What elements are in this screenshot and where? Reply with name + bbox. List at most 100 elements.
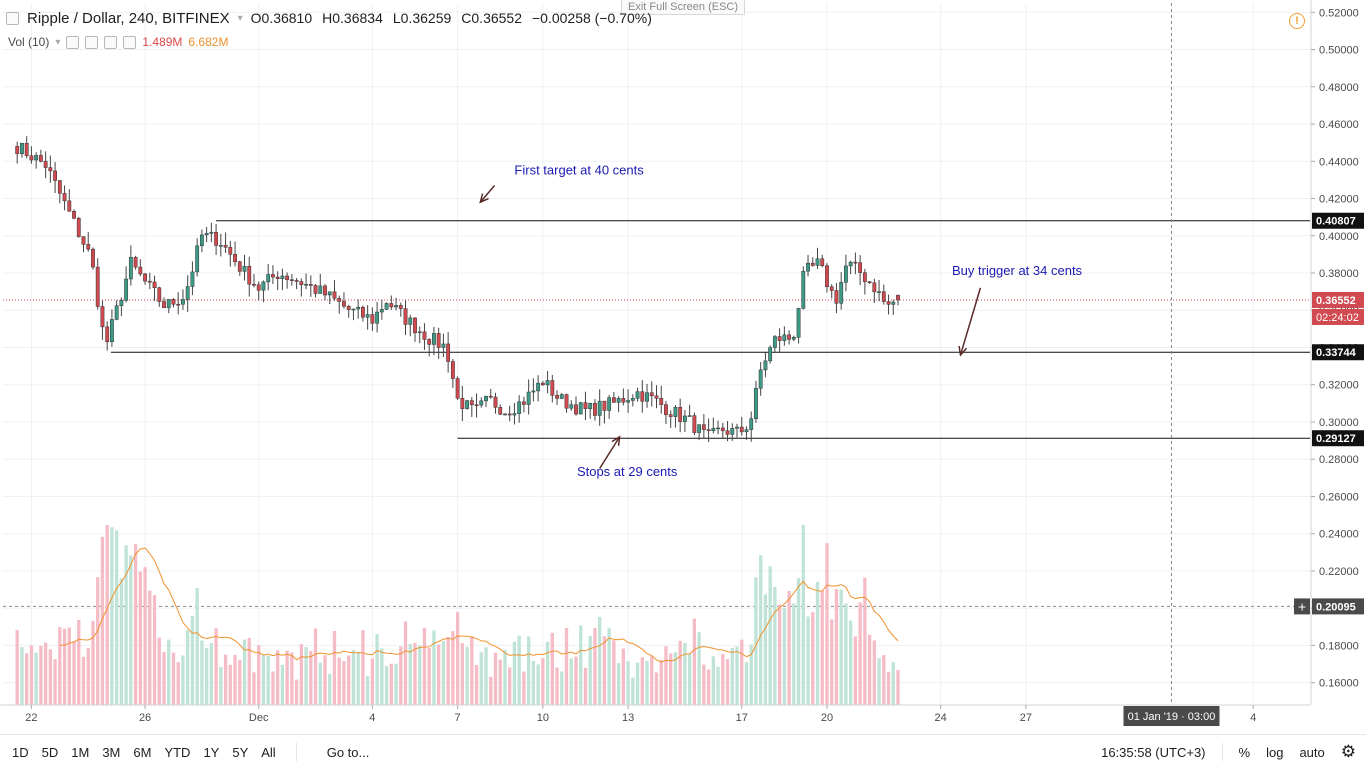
- volume-bar: [815, 581, 820, 705]
- candle-body: [550, 380, 555, 396]
- timeframe-ytd[interactable]: YTD: [164, 744, 191, 760]
- volume-bar: [550, 632, 554, 705]
- candle-body: [81, 236, 86, 245]
- volume-bar: [91, 620, 95, 705]
- timeframe-3m[interactable]: 3M: [102, 744, 121, 760]
- candle-body: [616, 398, 621, 403]
- candle-body: [327, 291, 332, 296]
- volume-bar: [389, 663, 393, 705]
- timeframe-5y[interactable]: 5Y: [232, 744, 249, 760]
- exit-fullscreen-button[interactable]: Exit Full Screen (ESC): [621, 0, 746, 15]
- candle-body: [763, 360, 768, 371]
- annotation-text: Buy trigger at 34 cents: [952, 263, 1083, 278]
- volume-bar: [508, 667, 512, 705]
- candle-body: [138, 266, 143, 275]
- close-icon[interactable]: [123, 35, 137, 49]
- volume-bar: [223, 654, 228, 705]
- timeframe-1m[interactable]: 1M: [71, 744, 90, 760]
- x-tick-label: 17: [736, 712, 748, 724]
- volume-bar: [834, 589, 839, 705]
- candle-body: [356, 306, 361, 310]
- candle-body: [782, 334, 787, 341]
- goto-button[interactable]: Go to...: [326, 744, 370, 760]
- close-value: 0.36552: [471, 10, 522, 26]
- candle-body: [602, 400, 607, 411]
- volume-bar: [526, 636, 531, 705]
- symbol-title[interactable]: Ripple / Dollar, 240, BITFINEX: [27, 9, 230, 27]
- candle-body: [266, 274, 271, 283]
- volume-label[interactable]: Vol (10): [8, 35, 50, 49]
- candle-body: [877, 291, 881, 293]
- volume-bar: [749, 644, 753, 705]
- chart-grid: [3, 3, 1310, 705]
- clock[interactable]: 16:35:58 (UTC+3): [1101, 744, 1206, 760]
- candle-body: [607, 397, 612, 411]
- candle-body: [659, 398, 664, 405]
- candle-body: [275, 276, 280, 279]
- volume-bar: [294, 679, 299, 705]
- candle-body: [342, 301, 346, 307]
- volume-bar: [564, 627, 569, 705]
- volume-bar: [669, 653, 673, 705]
- candle-body: [555, 395, 559, 399]
- candle-body: [687, 415, 692, 417]
- candle-body: [441, 343, 446, 348]
- gear-icon[interactable]: ⚙: [1340, 742, 1356, 761]
- volume-bar: [517, 635, 521, 705]
- x-tick-label: 4: [369, 712, 375, 724]
- candle-body: [48, 167, 53, 172]
- candle-body: [76, 218, 81, 237]
- candle-body: [668, 414, 673, 417]
- percent-toggle[interactable]: %: [1238, 744, 1251, 760]
- candle-body: [645, 392, 649, 402]
- candle-body: [351, 308, 356, 311]
- log-toggle[interactable]: log: [1266, 744, 1284, 760]
- timeframe-1d[interactable]: 1D: [12, 744, 29, 760]
- y-tick-label: 0.30000: [1319, 417, 1359, 429]
- candle-body: [379, 309, 384, 313]
- volume-bar: [740, 639, 744, 705]
- timeframe-6m[interactable]: 6M: [133, 744, 152, 760]
- candle-body: [408, 317, 413, 325]
- arrow-head: [958, 345, 968, 357]
- candle-body: [621, 398, 626, 403]
- candle-body: [67, 200, 72, 212]
- volume-bar: [418, 645, 422, 705]
- candle-body: [436, 333, 441, 348]
- volume-bar: [181, 655, 185, 705]
- timeframe-5d[interactable]: 5D: [41, 744, 59, 760]
- candle-body: [844, 265, 848, 283]
- volume-bar: [176, 662, 180, 705]
- candle-body: [517, 401, 522, 414]
- volume-bar: [133, 544, 138, 705]
- volume-bar: [422, 627, 427, 705]
- alert-icon[interactable]: !: [1289, 13, 1305, 29]
- candle-body: [166, 299, 171, 309]
- volume-bar: [498, 659, 502, 705]
- volume-bar: [484, 647, 488, 705]
- gear-icon[interactable]: [85, 35, 99, 49]
- candlestick-series: [15, 136, 900, 443]
- volume-bar: [602, 636, 607, 705]
- candle-body: [503, 413, 507, 416]
- timeframe-all[interactable]: All: [261, 744, 276, 760]
- plus-icon[interactable]: [104, 35, 118, 49]
- level-price-label-bg: [1312, 430, 1364, 447]
- chevron-down-icon[interactable]: ▾: [237, 12, 243, 24]
- volume-bar: [200, 640, 204, 705]
- candle-body: [176, 303, 181, 306]
- timeframe-1y[interactable]: 1Y: [203, 744, 220, 760]
- eye-icon[interactable]: [66, 35, 80, 49]
- volume-bar: [522, 671, 526, 705]
- volume-bar: [351, 649, 356, 705]
- chevron-down-icon[interactable]: ▾: [55, 36, 61, 48]
- auto-toggle[interactable]: auto: [1299, 744, 1325, 760]
- x-tick-label: 27: [1020, 712, 1032, 724]
- volume-bar: [621, 648, 626, 705]
- volume-bar: [58, 627, 62, 705]
- candle-body: [190, 271, 195, 287]
- candle-body: [323, 285, 327, 296]
- collapse-icon[interactable]: [6, 11, 19, 25]
- candle-body: [749, 418, 754, 430]
